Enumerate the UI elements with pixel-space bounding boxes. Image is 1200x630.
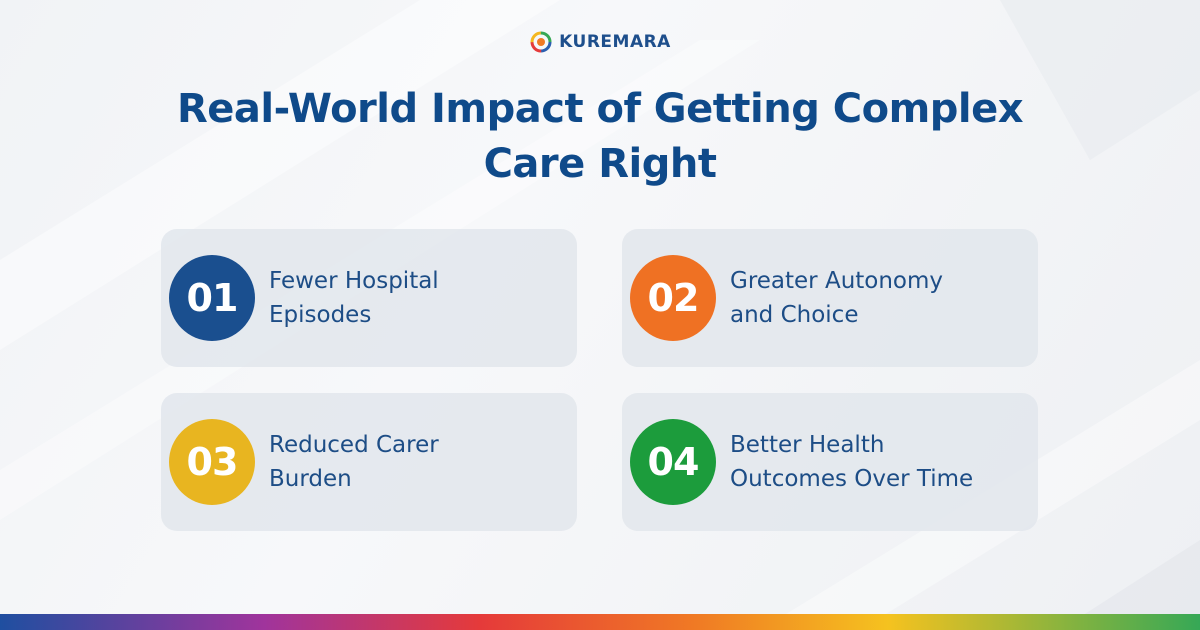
impact-card-1: 01 Fewer Hospital Episodes <box>161 229 577 367</box>
number-badge: 01 <box>169 255 255 341</box>
card-label: Greater Autonomy and Choice <box>730 264 1010 332</box>
brand-name: KUREMARA <box>559 32 671 52</box>
card-label: Fewer Hospital Episodes <box>269 264 549 332</box>
gradient-footer-bar <box>0 614 1200 630</box>
swirl-logo-icon <box>530 31 552 53</box>
card-label-line-2: Burden <box>269 466 352 492</box>
brand-logo: KUREMARA <box>0 30 1200 54</box>
card-label: Reduced Carer Burden <box>269 428 549 496</box>
impact-card-4: 04 Better Health Outcomes Over Time <box>622 393 1038 531</box>
impact-card-3: 03 Reduced Carer Burden <box>161 393 577 531</box>
impact-card-2: 02 Greater Autonomy and Choice <box>622 229 1038 367</box>
number-badge: 02 <box>630 255 716 341</box>
card-label-line-2: and Choice <box>730 302 859 328</box>
card-label-line-2: Outcomes Over Time <box>730 466 974 492</box>
number-badge: 04 <box>630 419 716 505</box>
card-label-line-1: Greater Autonomy <box>730 268 944 294</box>
card-label-line-1: Reduced Carer <box>269 432 439 458</box>
title-line-2: Care Right <box>483 141 717 187</box>
title-line-1: Real-World Impact of Getting Complex <box>176 86 1024 132</box>
card-label-line-2: Episodes <box>269 302 372 328</box>
card-label-line-1: Fewer Hospital <box>269 268 439 294</box>
card-label-line-1: Better Health <box>730 432 885 458</box>
number-badge: 03 <box>169 419 255 505</box>
page-title: Real-World Impact of Getting Complex Car… <box>100 82 1100 192</box>
card-label: Better Health Outcomes Over Time <box>730 428 1010 496</box>
